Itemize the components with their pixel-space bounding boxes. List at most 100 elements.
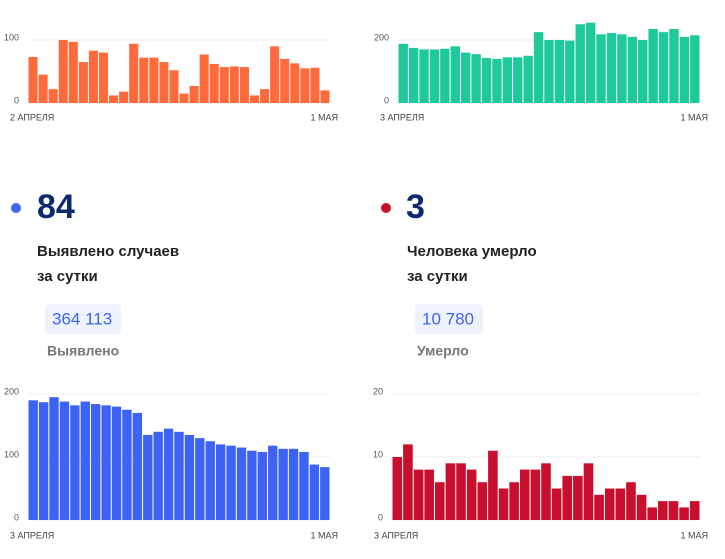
stat-deaths: 3 Человека умерло за сутки 10 780 Умерло [381,188,537,359]
bar [320,90,330,103]
bar [143,434,153,520]
bar [320,467,330,520]
total-box [45,304,121,334]
x-tick-label: 1 МАЯ [680,530,708,540]
bar [70,405,80,520]
bar [440,48,450,103]
y-tick-label: 0 [378,512,383,522]
bar [498,488,509,520]
bar [68,41,78,103]
bar [594,494,604,520]
stat-label: за сутки [37,268,98,285]
bar [488,450,498,520]
bar [174,431,184,520]
y-tick-label: 200 [374,32,389,42]
bar [80,401,90,520]
bar [310,67,320,103]
bar [445,463,456,520]
bar [554,40,565,103]
stat-dot [11,203,21,213]
bar [627,36,638,103]
stat-label: Человека умерло [407,243,537,260]
bar [647,507,658,520]
bar [249,95,260,103]
total-box [415,304,483,334]
y-tick-label: 0 [14,95,19,105]
bar [471,54,481,103]
stat-dot [381,203,391,213]
bar [626,482,636,520]
bar [109,95,119,103]
bar [195,438,205,520]
bar [658,32,669,103]
bar [159,62,169,103]
bar [466,469,477,520]
bar [403,444,413,520]
stat-cases: 84 Выявлено случаев за сутки 364 113 Выя… [11,188,179,359]
bar [460,52,471,103]
chart: 0 100 2 АПРЕЛЯ 1 МАЯ [4,32,338,122]
bar [132,412,143,520]
y-tick-label: 200 [4,386,19,396]
bar [551,488,562,520]
bar [280,58,290,103]
bar [229,66,239,103]
bar [48,89,58,103]
bar [299,451,309,520]
stat-total-label: Выявлено [47,343,119,359]
bar [179,93,189,103]
y-tick-label: 100 [4,449,19,459]
bar [668,501,679,520]
y-tick-label: 10 [373,449,383,459]
bar [424,469,434,520]
bar [49,397,59,520]
bar [492,58,502,103]
bar [111,406,122,520]
bar [169,70,179,103]
bar [28,400,38,520]
bar [153,431,163,520]
bar [679,36,690,103]
bar [456,463,466,520]
bar [88,50,98,103]
stat-total: 364 113 [52,309,112,328]
bar [270,46,280,103]
bar [541,463,551,520]
x-tick-label: 3 АПРЕЛЯ [374,530,418,540]
bar [189,85,199,103]
bar [122,409,132,520]
bar [562,475,573,520]
bar [502,57,513,103]
bar [257,451,268,520]
x-tick-label: 1 МАЯ [680,112,708,122]
bar [199,54,209,103]
bar [268,445,278,520]
y-tick-label: 0 [384,95,389,105]
x-tick-label: 3 АПРЕЛЯ [10,530,54,540]
bar [205,441,215,520]
x-tick-label: 3 АПРЕЛЯ [380,112,424,122]
bar [615,488,626,520]
bar [38,74,48,103]
bar [300,68,310,103]
bar [408,47,419,103]
bar [58,40,68,103]
bar [519,469,530,520]
bar [606,33,617,103]
bar [690,35,700,103]
bar [477,482,488,520]
bar [429,49,440,103]
bar [59,401,70,520]
bar [689,501,700,520]
bar [139,57,149,103]
bar [129,43,139,103]
bar [533,32,544,103]
bar [636,494,647,520]
chart: 0 10 20 3 АПРЕЛЯ 1 МАЯ [373,386,708,540]
bar [90,404,101,520]
bar [530,469,541,520]
x-tick-label: 1 МАЯ [310,530,338,540]
stat-label: Выявлено случаев [37,243,179,260]
bar [604,488,615,520]
